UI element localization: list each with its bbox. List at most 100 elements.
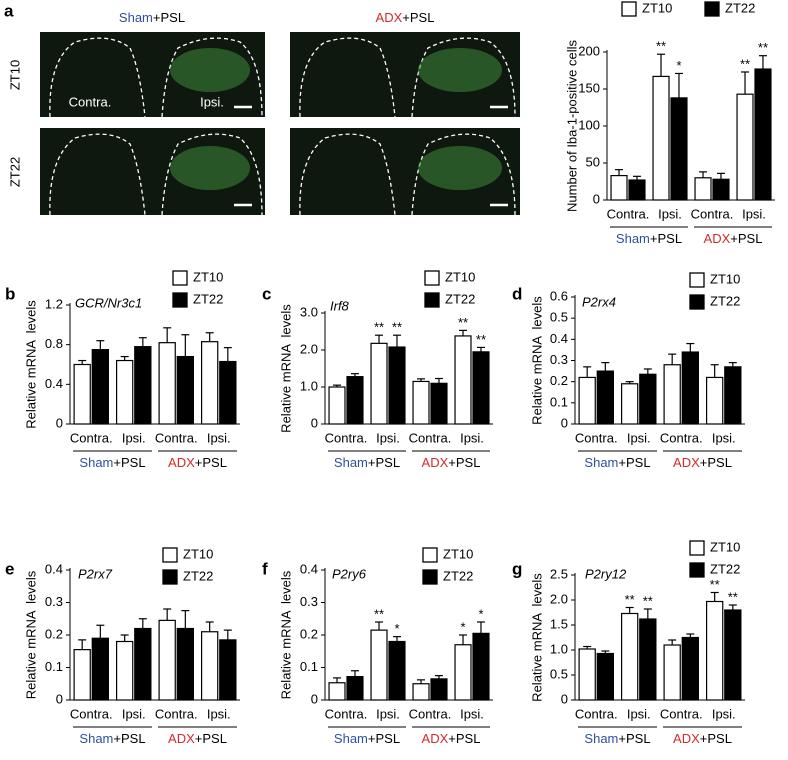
x-tick-label: Ipsi.: [627, 430, 651, 445]
bar: [639, 373, 657, 425]
bar: [328, 682, 346, 701]
significance: **: [476, 332, 486, 347]
micrograph-texture: [170, 48, 502, 190]
legend-label: ZT22: [183, 568, 213, 583]
y-tick-label: 0.4: [45, 561, 63, 576]
group-name: Sham: [334, 455, 368, 470]
bar: [158, 619, 176, 701]
group-label: Sham+PSL: [616, 231, 682, 246]
panel-letter: g: [512, 559, 522, 578]
bar: [219, 360, 237, 425]
legend-swatch: [704, 1, 720, 17]
group-label: ADX+PSL: [673, 731, 732, 746]
legend-swatch: [424, 292, 440, 308]
micrographs: [40, 32, 520, 216]
bar: [472, 632, 490, 701]
legend-swatch: [172, 270, 188, 286]
legend-label: ZT22: [710, 561, 740, 576]
bar: [754, 68, 772, 201]
x-tick-label: Ipsi.: [122, 706, 146, 721]
bar: [663, 364, 681, 425]
group-suffix: +PSL: [700, 731, 732, 746]
bar: [472, 351, 490, 425]
panel-letter: e: [5, 559, 14, 578]
bar: [430, 382, 448, 425]
bar: [370, 629, 388, 701]
bar: [681, 636, 699, 701]
group-name: Sham: [79, 731, 113, 746]
y-axis-label: Relative mRNA levels: [278, 304, 293, 433]
group-name: ADX: [376, 10, 403, 25]
legend-label: ZT22: [710, 293, 740, 308]
group-name: Sham: [584, 731, 618, 746]
bar: [724, 609, 742, 701]
x-tick-label: Contra.: [691, 206, 734, 221]
significance: **: [740, 56, 750, 71]
y-tick-label: 0.5: [550, 666, 568, 681]
significance: **: [643, 593, 653, 608]
legend-swatch: [162, 547, 178, 563]
significance: **: [710, 577, 720, 592]
group-label: ADX+PSL: [704, 231, 763, 246]
x-tick-label: Ipsi.: [122, 430, 146, 445]
bar: [652, 75, 670, 201]
bar: [412, 380, 430, 425]
x-tick-label: Contra.: [607, 206, 650, 221]
group-name: ADX: [168, 731, 195, 746]
legend-label: ZT10: [443, 546, 473, 561]
x-tick-label: Ipsi.: [207, 430, 231, 445]
bar: [412, 683, 430, 701]
group-suffix: +PSL: [618, 731, 650, 746]
gene-title: Irf8: [330, 298, 350, 313]
group-suffix: +PSL: [368, 731, 400, 746]
y-tick-label: 0.3: [300, 594, 318, 609]
y-tick-label: 0.2: [550, 373, 568, 388]
y-tick-label: 0.4: [300, 561, 318, 576]
legend-swatch: [621, 1, 637, 17]
group-label: ADX+PSL: [422, 731, 481, 746]
y-tick-label: 1.0: [550, 641, 568, 656]
panel-letter: b: [5, 284, 15, 303]
bar: [388, 346, 406, 425]
group-name: ADX: [422, 455, 449, 470]
y-tick-label: 0: [561, 415, 568, 430]
significance: *: [478, 606, 483, 621]
bar: [370, 342, 388, 425]
bar: [328, 386, 346, 425]
bar: [736, 93, 754, 201]
legend-label: ZT22: [445, 291, 475, 306]
bar: [454, 644, 472, 701]
group-suffix: +PSL: [700, 455, 732, 470]
row-label: ZT22: [7, 157, 22, 187]
outline: [49, 37, 516, 216]
y-axis-label: Number of Iba-1-positive cells: [564, 40, 579, 212]
group-suffix: +PSL: [153, 10, 185, 25]
significance: **: [374, 320, 384, 335]
gene-title: P2rx4: [582, 294, 616, 309]
y-tick-label: 2.0: [300, 341, 318, 356]
gene-title: GCR/Nr3c1: [75, 295, 142, 310]
y-tick-label: 1.5: [550, 616, 568, 631]
group-suffix: +PSL: [195, 455, 227, 470]
significance: *: [394, 621, 399, 636]
gene-title: P2ry12: [585, 566, 627, 581]
x-tick-label: Ipsi.: [712, 430, 736, 445]
bar: [388, 640, 406, 701]
group-label: Sham+PSL: [584, 455, 650, 470]
bar: [694, 177, 712, 201]
legend-label: ZT10: [183, 546, 213, 561]
y-tick-label: 0.3: [45, 594, 63, 609]
y-tick-label: 50: [586, 154, 600, 169]
bar: [705, 600, 724, 701]
legend-label: ZT22: [725, 0, 755, 15]
group-name: Sham: [616, 231, 650, 246]
legend-label: ZT10: [710, 271, 740, 286]
y-tick-label: 0.4: [550, 331, 568, 346]
group-name: ADX: [422, 731, 449, 746]
bar: [201, 341, 219, 425]
bar: [201, 631, 219, 701]
bar: [610, 174, 628, 201]
legend-label: ZT10: [710, 539, 740, 554]
bar: [639, 618, 657, 701]
group-label: Sham+PSL: [584, 731, 650, 746]
